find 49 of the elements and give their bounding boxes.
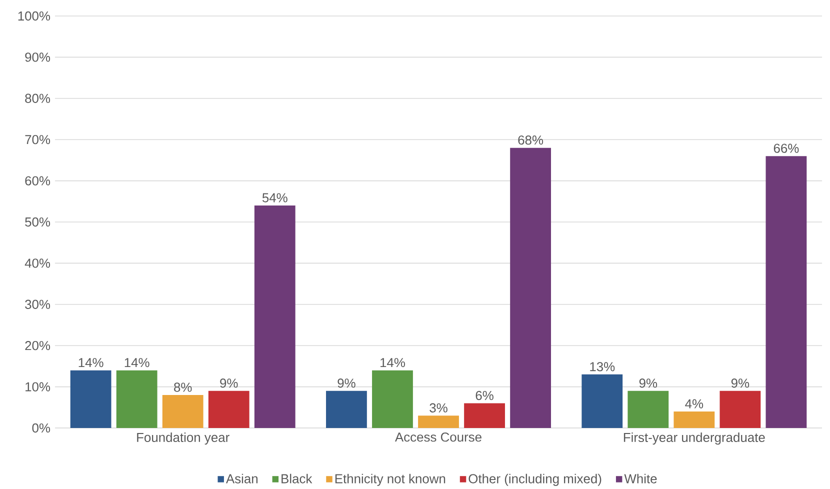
bar <box>326 390 367 428</box>
y-tick-label: 90% <box>25 52 50 62</box>
text: 9% <box>639 378 658 388</box>
y-tick-label: 0% <box>32 423 50 433</box>
text: 9% <box>338 378 356 388</box>
text: 13% <box>590 362 615 372</box>
bar <box>582 374 623 428</box>
bar <box>162 394 204 428</box>
x-tick-label: Foundation year <box>137 432 230 445</box>
bar <box>116 370 158 428</box>
bar <box>372 370 413 428</box>
bar <box>720 390 761 428</box>
bar <box>628 390 669 428</box>
legend-label: Ethnicity not known <box>335 474 446 486</box>
text: 54% <box>262 193 288 202</box>
bar <box>766 156 807 428</box>
text: 14% <box>380 358 405 368</box>
y-tick-label: 30% <box>25 300 50 309</box>
legend-label: White <box>624 474 657 484</box>
bar <box>674 411 715 428</box>
text: 6% <box>476 390 494 400</box>
text: 3% <box>430 403 448 412</box>
text: 14% <box>124 358 150 368</box>
text: 8% <box>174 382 192 392</box>
y-tick-label: 80% <box>25 94 50 103</box>
bar <box>254 205 296 428</box>
text: 68% <box>518 135 544 145</box>
bar <box>418 416 459 428</box>
text: 14% <box>78 358 104 368</box>
text: 9% <box>220 378 238 388</box>
x-tick-label: Access Course <box>394 432 482 442</box>
legend-label: Asian <box>226 474 258 484</box>
y-tick-label: 70% <box>25 134 50 144</box>
y-tick-label: 100% <box>18 11 50 21</box>
y-tick-label: 50% <box>25 217 50 227</box>
bar <box>510 148 551 428</box>
bar <box>208 390 250 428</box>
y-tick-label: 40% <box>24 258 50 268</box>
y-tick-label: 20% <box>25 340 50 350</box>
x-tick-label: First-year undergraduate <box>624 432 765 445</box>
bar <box>464 403 505 428</box>
y-tick-label: 10% <box>26 382 50 392</box>
y-tick-label: 60% <box>25 176 50 186</box>
legend-label: Other (including mixed) <box>468 474 602 486</box>
text: 9% <box>731 378 750 388</box>
text: 4% <box>685 399 704 408</box>
text: 66% <box>774 144 799 153</box>
legend-label: Black <box>282 474 312 484</box>
bar <box>70 370 112 428</box>
